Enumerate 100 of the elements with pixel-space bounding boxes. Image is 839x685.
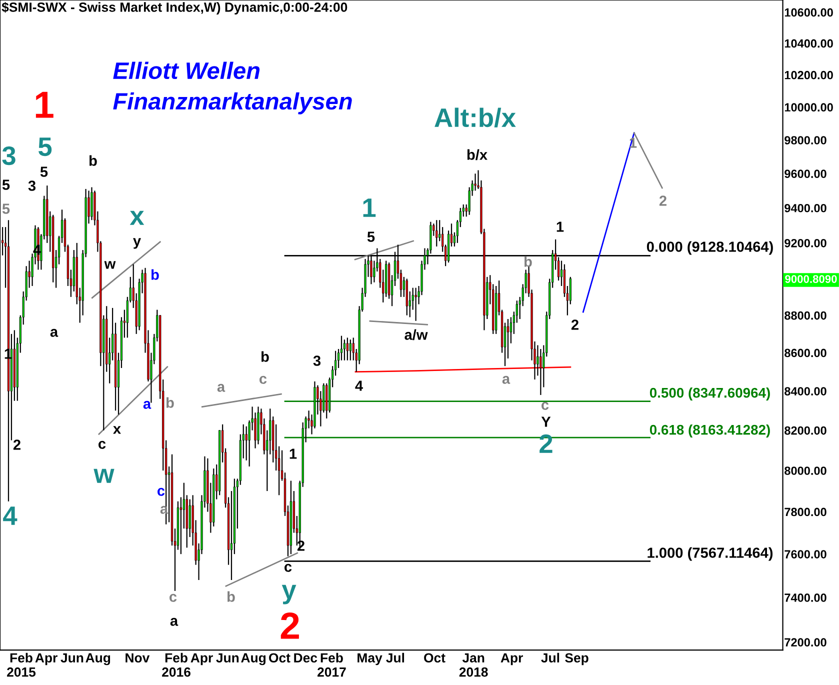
text: Elliott Wellen Finanzmarktanalysen <box>113 62 352 114</box>
x-tick-label: Apr <box>500 653 523 666</box>
x-tick-label: Feb 2015 <box>7 652 36 677</box>
annotation: c <box>98 440 106 449</box>
y-tick-label: 9800.00 <box>784 136 826 144</box>
annotation: b <box>262 351 269 362</box>
y-tick-label: 7600.00 <box>784 550 826 558</box>
x-tick-label: Jul <box>386 652 404 663</box>
annotation: b/x <box>467 149 488 160</box>
annotation: a <box>170 618 178 626</box>
y-tick-label: 8000.00 <box>784 466 826 475</box>
annotation: 1 <box>556 222 564 232</box>
annotation: 1 <box>36 92 54 118</box>
x-tick-label: Apr <box>190 653 213 666</box>
x-tick-label: Jan 2018 <box>459 653 488 677</box>
candlestick <box>188 498 191 538</box>
annotation: c <box>170 594 177 602</box>
annotation: c <box>284 564 292 572</box>
x-tick-label: Jun <box>216 653 239 663</box>
y-tick-label: 9400.00 <box>784 204 826 212</box>
text: 9000.8090 <box>785 275 837 283</box>
annotation: c <box>260 376 267 384</box>
candlestick <box>436 220 438 248</box>
annotation: a/w <box>404 329 428 340</box>
x-tick-label: Apr <box>35 653 58 666</box>
annotation: 1.000 (7567.11464) <box>648 547 773 561</box>
annotation: Y <box>541 416 551 427</box>
x-tick-label: Oct <box>424 653 446 663</box>
annotation: 5 <box>2 204 10 214</box>
x-tick-label: Dec <box>294 653 318 663</box>
chart-title: $SMI-SWX - Swiss Market Index,W) Dynamic,0:00-24:00 <box>2 2 348 14</box>
candlestick <box>414 287 417 322</box>
y-tick-label: 8800.00 <box>784 311 826 320</box>
x-tick-label: Nov <box>126 653 150 663</box>
y-tick-label: 10000.00 <box>784 103 833 112</box>
annotation: b <box>90 155 97 166</box>
annotation: 0.500 (8347.60964) <box>650 388 770 400</box>
annotation: 5 <box>40 166 48 177</box>
annotation: Alt:b/x <box>434 108 516 128</box>
annotation: x <box>113 426 121 434</box>
annotation: w <box>94 468 114 483</box>
annotation: y <box>282 584 296 604</box>
annotation: 4 <box>355 380 363 391</box>
y-tick-label: 10200.00 <box>784 70 833 80</box>
annotation: 3 <box>28 180 36 191</box>
x-tick-label: Feb 2017 <box>318 652 346 677</box>
annotation: a <box>50 328 58 337</box>
x-tick-label: Oct <box>269 653 290 663</box>
x-tick-label: Aug <box>86 653 110 666</box>
annotation: b <box>152 269 159 280</box>
annotation: 5 <box>2 180 10 190</box>
annotation: 1 <box>363 198 376 217</box>
candlestick <box>346 337 348 361</box>
annotation: a <box>502 376 510 384</box>
annotation: 1 <box>290 448 297 459</box>
annotation: 2 <box>659 196 666 206</box>
annotation: 2 <box>13 440 20 450</box>
candlestick <box>540 348 542 396</box>
annotation: b <box>166 397 174 408</box>
y-tick-label: 7400.00 <box>784 594 826 602</box>
x-tick-label: May <box>358 653 382 666</box>
y-tick-label: 9200.00 <box>784 238 826 248</box>
annotation: c <box>158 488 165 496</box>
y-tick-label: 8200.00 <box>784 426 826 435</box>
annotation: 0.000 (9128.10464) <box>646 241 773 255</box>
annotation: 4 <box>33 244 41 255</box>
annotation: 4 <box>3 506 18 525</box>
annotation: b <box>228 591 235 602</box>
annotation: 5 <box>367 232 375 242</box>
candlestick <box>349 339 352 361</box>
annotation: w <box>104 261 116 269</box>
x-tick-label: Jun <box>60 653 84 663</box>
annotation: 2 <box>571 320 578 330</box>
annotation: a <box>143 400 152 409</box>
x-tick-label: Jul <box>541 652 560 663</box>
annotation: 2 <box>540 434 552 453</box>
annotation: 2 <box>280 612 299 639</box>
candlestick <box>506 318 510 360</box>
annotation: 0.618 (8163.41282) <box>650 424 770 438</box>
annotation: b <box>524 256 532 267</box>
annotation: 3 <box>313 356 321 366</box>
x-tick-label: Feb 2016 <box>162 652 190 677</box>
y-tick-label: 8400.00 <box>784 387 826 396</box>
y-tick-label: 10600.00 <box>784 8 833 17</box>
y-tick-label: 10400.00 <box>784 39 833 48</box>
candlestick <box>180 496 182 555</box>
candlestick <box>245 426 248 461</box>
annotation: a <box>217 384 226 392</box>
annotation: c <box>542 402 549 410</box>
annotation: y <box>133 238 141 249</box>
annotation: x <box>130 210 144 225</box>
annotation: 3 <box>2 146 16 166</box>
annotation: 5 <box>38 138 52 156</box>
x-tick-label: Aug <box>241 653 266 666</box>
y-tick-label: 9600.00 <box>784 170 826 178</box>
candlestick <box>343 339 346 361</box>
x-tick-label: Sep <box>565 653 588 666</box>
y-tick-label: 7200.00 <box>784 638 826 647</box>
y-tick-label: 7800.00 <box>784 508 826 516</box>
y-tick-label: 8600.00 <box>784 348 826 358</box>
